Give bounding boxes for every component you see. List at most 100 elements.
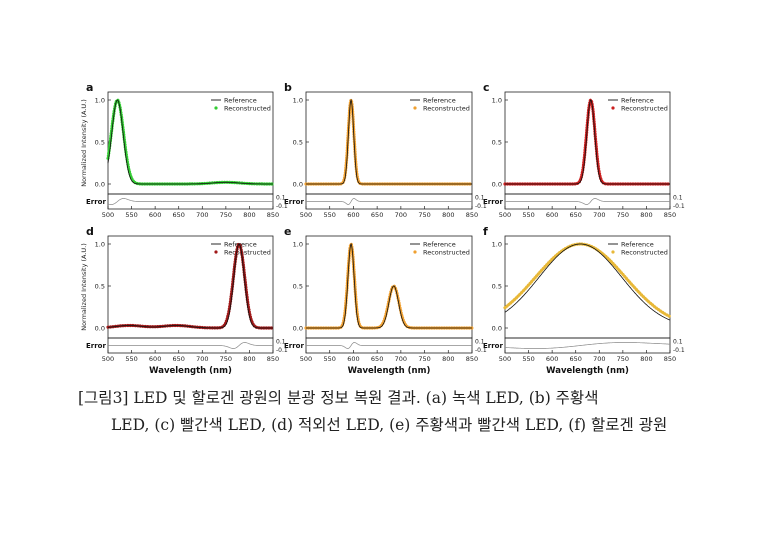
legend-reconstructed-swatch [413,106,417,110]
error-series [306,342,472,349]
x-tick-label: 750 [220,211,232,219]
panel-letter: d [86,225,94,238]
y-tick-label: 0.5 [293,139,303,147]
x-tick-label: 550 [324,355,336,363]
x-tick-label: 550 [522,211,534,219]
error-series [107,198,273,205]
y-tick-label: 0.0 [95,325,105,333]
reconstructed-series [106,242,275,330]
panel-letter: c [483,81,490,94]
error-tick-label: -0.1 [673,203,685,210]
error-tick-label: 0.1 [673,339,683,346]
legend-reference-label: Reference [423,240,456,248]
panel-letter: b [284,81,292,94]
error-series [306,198,472,205]
y-tick-label: 0.0 [95,181,105,189]
error-tick-label: -0.1 [673,347,685,354]
error-tick-label: 0.1 [673,195,683,202]
legend-reconstructed-swatch [413,250,417,254]
x-tick-label: 850 [664,355,676,363]
x-tick-label: 700 [395,211,407,219]
x-tick-label: 700 [196,211,208,219]
x-tick-label: 800 [442,355,454,363]
x-tick-label: 500 [499,355,511,363]
x-tick-label: 500 [300,355,312,363]
x-tick-label: 600 [347,355,359,363]
y-axis-label: Normalized Intensity (A.U.) [80,99,88,187]
error-plot-frame [504,337,671,354]
x-tick-label: 750 [220,355,232,363]
legend-reconstructed-label: Reconstructed [621,104,668,112]
legend-reconstructed-label: Reconstructed [621,248,668,256]
y-tick-label: 0.5 [492,139,502,147]
reference-series [306,98,472,185]
y-tick-label: 1.0 [492,97,502,105]
y-tick-label: 1.0 [492,241,502,249]
x-tick-label: 850 [267,355,279,363]
x-tick-label: 600 [347,211,359,219]
error-label: Error [483,342,503,350]
x-axis-label: Wavelength (nm) [546,366,629,376]
legend-reconstructed-swatch [611,250,615,254]
legend-reconstructed-swatch [611,106,615,110]
x-tick-label: 750 [418,211,430,219]
caption-continuation: LED, (c) 빨간색 LED, (d) 적외선 LED, (e) 주황색과 … [111,416,668,434]
x-tick-label: 550 [125,355,137,363]
error-series [505,198,670,205]
y-tick-label: 0.5 [95,283,105,291]
x-tick-label: 750 [418,355,430,363]
x-tick-label: 600 [546,355,558,363]
x-tick-label: 750 [617,211,629,219]
error-tick-label: -0.1 [475,203,487,210]
legend-reference-label: Reference [224,96,257,104]
error-tick-label: 0.1 [475,195,485,202]
x-tick-label: 650 [570,211,582,219]
error-label: Error [284,342,304,350]
y-tick-label: 1.0 [293,241,303,249]
y-tick-label: 0.5 [95,139,105,147]
x-tick-label: 700 [593,355,605,363]
reference-series [108,243,273,329]
legend-reconstructed-label: Reconstructed [423,104,470,112]
error-tick-label: 0.1 [276,339,286,346]
x-tick-label: 550 [522,355,534,363]
reference-series [504,243,671,321]
y-tick-label: 1.0 [293,97,303,105]
y-tick-label: 0.0 [293,181,303,189]
legend-reference-label: Reference [423,96,456,104]
x-tick-label: 800 [640,355,652,363]
error-tick-label: -0.1 [276,203,288,210]
panel-a: a1.0 0.5 0.0 Normalized Intensity (A.U.) Ref… [80,81,288,219]
x-tick-label: 650 [570,355,582,363]
error-tick-label: 0.1 [276,195,286,202]
x-tick-label: 500 [102,355,114,363]
legend-reconstructed-label: Reconstructed [224,104,271,112]
error-tick-label: -0.1 [276,347,288,354]
figure-caption: [그림3] LED 및 할로겐 광원의 분광 정보 복원 결과. (a) 녹색 … [78,385,698,439]
y-tick-label: 1.0 [95,241,105,249]
x-tick-label: 650 [173,211,185,219]
reconstructed-series [304,95,474,186]
reconstructed-series [304,240,474,330]
legend-reconstructed-label: Reconstructed [224,248,271,256]
reference-series [306,243,472,329]
x-tick-label: 700 [395,355,407,363]
panel-letter: e [284,225,291,238]
error-series [504,342,670,349]
x-axis-label: Wavelength (nm) [348,366,431,376]
x-tick-label: 650 [173,355,185,363]
y-tick-label: 0.5 [293,283,303,291]
legend-reconstructed-swatch [214,250,218,254]
x-tick-label: 800 [442,211,454,219]
x-tick-label: 850 [664,211,676,219]
y-tick-label: 1.0 [95,97,105,105]
legend-reference-label: Reference [621,96,654,104]
x-tick-label: 650 [371,211,383,219]
x-tick-label: 500 [499,211,511,219]
error-label: Error [86,198,106,206]
error-label: Error [483,198,503,206]
